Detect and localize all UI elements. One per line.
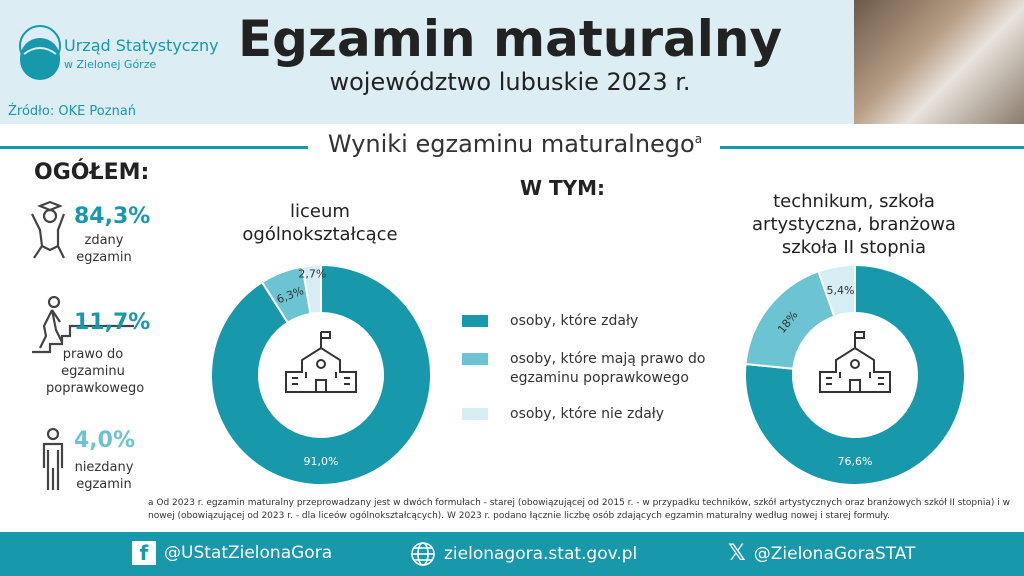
legend-passed: osoby, które zdały: [462, 312, 638, 331]
facebook-icon: f: [132, 541, 156, 565]
divider: [0, 146, 308, 149]
facebook-link[interactable]: f @UStatZielonaGora: [132, 541, 332, 565]
graduate-icon: [31, 200, 66, 259]
donut-data-label: 2,7%: [298, 267, 326, 280]
overall-heading: OGÓŁEM:: [34, 160, 150, 185]
org-name: Urząd Statystyczny: [64, 36, 219, 55]
website-link[interactable]: zielonagora.stat.gov.pl: [410, 541, 637, 567]
donut-segment: [744, 263, 966, 486]
footer: f @UStatZielonaGora zielonagora.stat.gov…: [0, 532, 1024, 576]
overall-failed-label: niezdany egzamin: [74, 460, 134, 492]
org-city: w Zielonej Górze: [64, 58, 157, 71]
footnote: a Od 2023 r. egzamin maturalny przeprowa…: [148, 498, 1010, 521]
x-link[interactable]: 𝕏 @ZielonaGoraSTAT: [728, 541, 915, 566]
school-icon: [285, 331, 357, 393]
legend-retake: osoby, które mają prawo do egzaminu popr…: [462, 350, 732, 388]
section-title-text: Wyniki egzaminu maturalnego: [327, 130, 695, 158]
stairs-walker-icon: [32, 296, 134, 354]
chart-title-lo: liceum ogólnokształcące: [242, 201, 398, 245]
donut-data-label: 5,4%: [827, 284, 855, 297]
donut-data-label: 91,0%: [304, 455, 339, 468]
page-subtitle: województwo lubuskie 2023 r.: [329, 68, 691, 96]
students-photo: [854, 0, 1024, 124]
donut-data-label: 76,6%: [838, 455, 873, 468]
overall-retake-value: 11,7%: [74, 310, 151, 335]
website-url: zielonagora.stat.gov.pl: [444, 544, 638, 564]
donut-segment: [301, 263, 322, 316]
globe-icon: [411, 542, 435, 566]
donut-segment: [210, 263, 432, 486]
overall-failed-value: 4,0%: [74, 428, 136, 453]
legend-swatch: [462, 408, 488, 420]
school-icon: [819, 331, 891, 393]
legend-swatch: [462, 353, 488, 365]
x-icon: 𝕏: [728, 541, 746, 566]
person-icon: [42, 428, 64, 490]
overall-retake-label: prawo do egzaminu poprawkowego: [46, 347, 145, 396]
source: Źródło: OKE Poznań: [8, 104, 137, 119]
donut-chart-tech: 76,6%18%5,4%: [744, 263, 966, 486]
wtym-heading: W TYM:: [520, 176, 606, 200]
x-handle: @ZielonaGoraSTAT: [753, 543, 916, 564]
chart-title-tech: technikum, szkoła artystyczna, branżowa …: [752, 191, 956, 258]
donut-chart-lo: 91,0%6,3%2,7%: [210, 263, 432, 486]
overall-passed-value: 84,3%: [74, 204, 151, 229]
legend-label: osoby, które nie zdały: [510, 406, 665, 422]
legend-label: osoby, które zdały: [510, 313, 639, 329]
donut-segment: [817, 263, 856, 318]
section-title: Wyniki egzaminu maturalnegoa: [310, 130, 720, 158]
page-title: Egzamin maturalny: [237, 10, 783, 68]
divider: [720, 146, 1024, 149]
logo-icon: [19, 25, 61, 80]
overall-passed-label: zdany egzamin: [76, 233, 132, 265]
legend-failed: osoby, które nie zdały: [462, 405, 664, 424]
facebook-handle: @UStatZielonaGora: [164, 543, 333, 563]
legend-label: osoby, które mają prawo do egzaminu popr…: [510, 351, 706, 386]
legend-swatch: [462, 315, 488, 327]
header: Urząd Statystyczny w Zielonej Górze Źród…: [0, 0, 1024, 124]
footnote-mark: a: [694, 132, 703, 146]
